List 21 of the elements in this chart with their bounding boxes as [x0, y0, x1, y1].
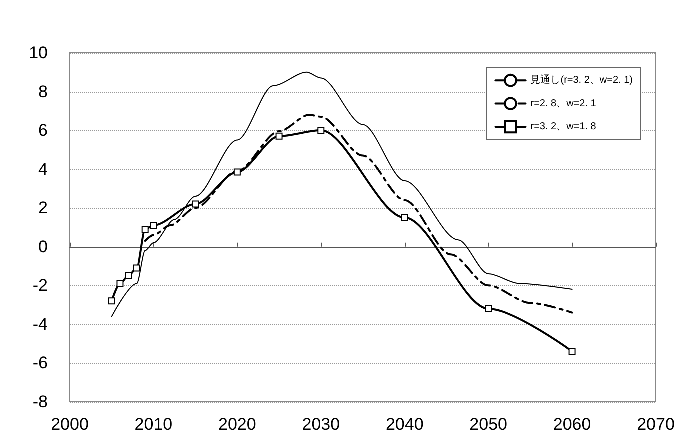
y-tick-label: 10: [29, 44, 48, 62]
y-tick-label: 0: [38, 237, 48, 256]
legend-label: 見通し(r=3. 2、w=2. 1): [530, 74, 634, 86]
x-tick-label: 2060: [553, 415, 592, 433]
x-tick-label: 2000: [51, 415, 89, 433]
x-tick-label: 2040: [386, 415, 424, 433]
legend-label: r=2. 8、w=2. 1: [530, 98, 597, 110]
y-tick-label: 4: [38, 160, 48, 179]
x-tick-label: 2070: [637, 415, 675, 433]
x-tick-label: 2050: [470, 415, 508, 433]
y-tick-label: 6: [38, 121, 48, 140]
x-tick-label: 2030: [302, 415, 340, 433]
y-tick-label: -6: [32, 354, 48, 373]
x-tick-label: 2020: [218, 415, 256, 433]
y-tick-label: -4: [32, 314, 48, 334]
y-tick-label: 8: [38, 82, 48, 102]
y-tick-label: -2: [32, 276, 48, 296]
y-tick-label: -8: [32, 392, 48, 412]
y-tick-label: 2: [38, 198, 48, 218]
x-tick-label: 2010: [134, 415, 173, 433]
legend-label: r=3. 2、w=1. 8: [530, 122, 597, 132]
